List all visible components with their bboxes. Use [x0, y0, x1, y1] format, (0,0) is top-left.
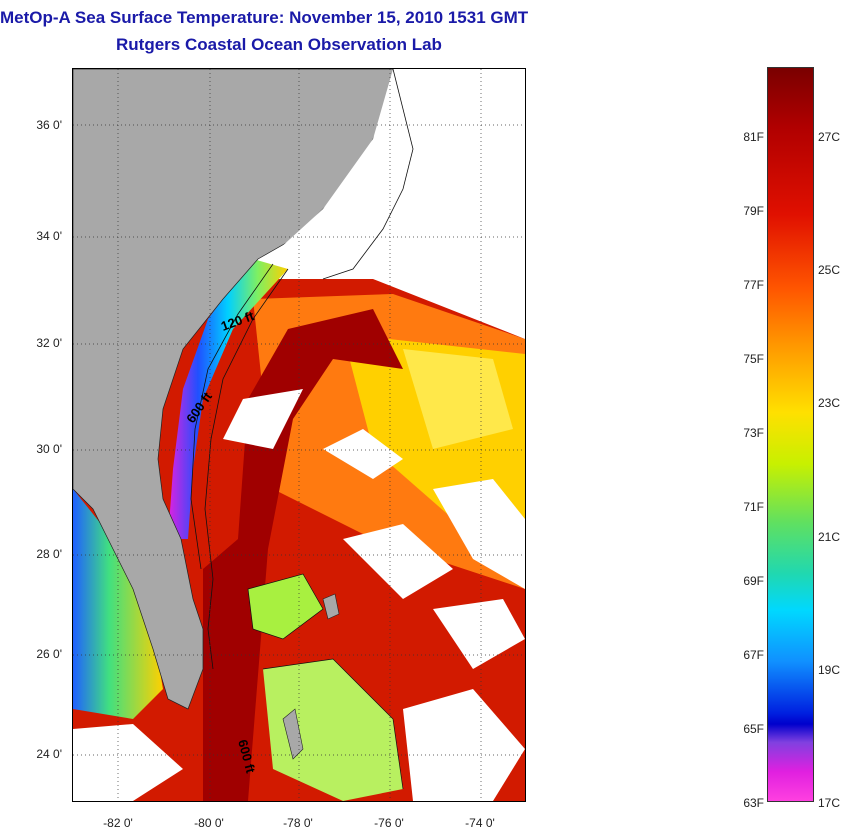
- florida-west-shelf: [73, 489, 163, 719]
- lat-label-28: 28 0': [36, 547, 62, 561]
- coastal-cold-band: [168, 259, 288, 539]
- lon-label-78: -78 0': [283, 816, 313, 830]
- lat-label-24: 24 0': [36, 747, 62, 761]
- lat-label-32: 32 0': [36, 336, 62, 350]
- colorbar-label-71f: 71F: [743, 500, 764, 514]
- colorbar-label-23c: 23C: [818, 396, 841, 410]
- map-title: MetOp-A Sea Surface Temperature: Novembe…: [0, 8, 529, 27]
- colorbar-label-63f: 63F: [743, 796, 764, 810]
- contour-bahamas: [247, 573, 324, 640]
- lon-label-82: -82 0': [103, 816, 133, 830]
- bahamas-island-2: [322, 593, 340, 620]
- cloud-mask-4: [343, 524, 453, 599]
- colorbar-label-75f: 75F: [743, 352, 764, 366]
- cloud-mask-5: [433, 599, 525, 669]
- colorbar-label-27c: 27C: [818, 130, 841, 144]
- graticule: [73, 69, 525, 801]
- bahamas-island: [282, 708, 304, 760]
- map-subtitle: Rutgers Coastal Ocean Observation Lab: [116, 35, 442, 54]
- sst-field-yellow-2: [403, 349, 513, 449]
- contour-bahamas-2: [262, 658, 404, 790]
- temperature-colorbar: [767, 67, 814, 802]
- lon-label-74: -74 0': [465, 816, 495, 830]
- colorbar-label-17c: 17C: [818, 796, 841, 810]
- lat-label-26: 26 0': [36, 647, 62, 661]
- cloud-mask-1: [223, 389, 303, 449]
- colorbar-label-79f: 79F: [743, 204, 764, 218]
- colorbar-label-67f: 67F: [743, 648, 764, 662]
- colorbar-label-81f: 81F: [743, 130, 764, 144]
- cloud-mask-north: [268, 69, 525, 339]
- contour-600ft: [204, 268, 289, 670]
- lat-label-30: 30 0': [36, 442, 62, 456]
- colorbar-label-19c: 19C: [818, 663, 841, 677]
- contour-120ft: [190, 263, 274, 570]
- cloud-mask-3: [433, 479, 525, 589]
- cloud-mask-2: [323, 429, 403, 479]
- colorbar-label-77f: 77F: [743, 278, 764, 292]
- bahamas-banks-2: [263, 659, 403, 801]
- lat-label-36: 36 0': [36, 118, 62, 132]
- colorbar-label-21c: 21C: [818, 530, 841, 544]
- lat-label-34: 34 0': [36, 229, 62, 243]
- lon-label-80: -80 0': [194, 816, 224, 830]
- colorbar-label-25c: 25C: [818, 263, 841, 277]
- colorbar-label-65f: 65F: [743, 722, 764, 736]
- cloud-mask-7: [403, 689, 525, 801]
- cloud-mask-6: [73, 724, 183, 801]
- sst-map: 120 ft 600 ft 600 ft: [72, 68, 526, 802]
- lon-label-76: -76 0': [374, 816, 404, 830]
- colorbar-label-69f: 69F: [743, 574, 764, 588]
- colorbar-label-73f: 73F: [743, 426, 764, 440]
- contour-ne: [322, 69, 414, 280]
